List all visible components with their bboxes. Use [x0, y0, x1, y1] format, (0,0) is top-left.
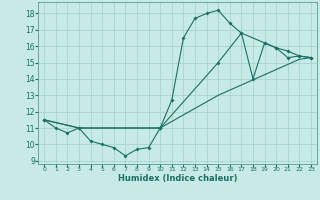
- X-axis label: Humidex (Indice chaleur): Humidex (Indice chaleur): [118, 174, 237, 183]
